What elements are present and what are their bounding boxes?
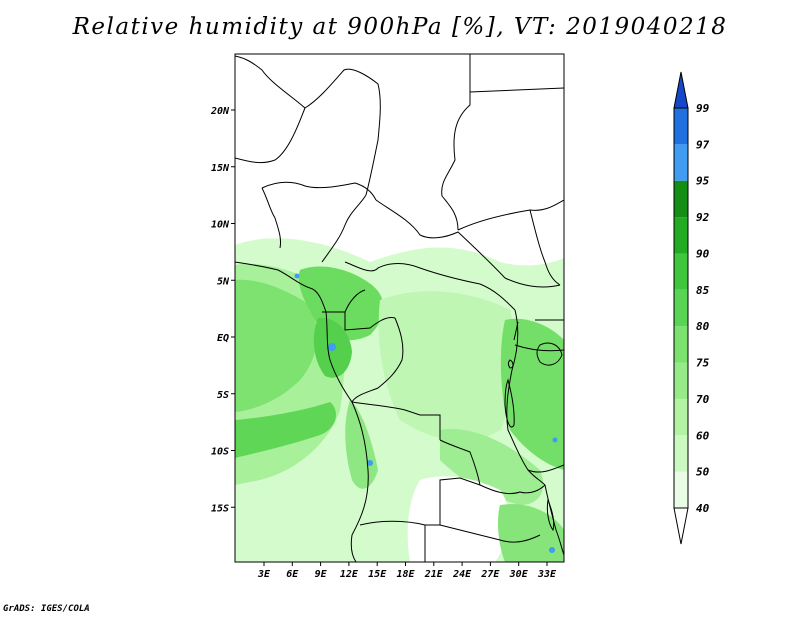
country-border xyxy=(375,199,506,279)
colorbar-min-triangle xyxy=(673,507,689,545)
grads-credit: GrADS: IGES/COLA xyxy=(3,604,90,614)
coastline xyxy=(235,261,369,562)
colorbar-segment xyxy=(674,217,688,254)
country-border xyxy=(344,261,516,311)
latitude-axis: 20N 15N 10N 5N EQ 5S 10S 15S xyxy=(210,106,235,514)
colorbar-segment xyxy=(674,326,688,363)
lake-tanganyika xyxy=(504,378,515,428)
country-border xyxy=(479,484,546,495)
colorbar: 40 50 60 70 75 80 85 90 92 95 97 99 xyxy=(673,71,710,545)
colorbar-segment xyxy=(674,289,688,327)
humidity-spot-high xyxy=(294,273,300,279)
humidity-area-angola xyxy=(345,400,378,489)
humidity-area-atlantic-core xyxy=(235,279,317,412)
colorbar-segment xyxy=(674,435,688,472)
country-border xyxy=(351,317,404,403)
humidity-fields xyxy=(235,238,564,562)
lake-malawi xyxy=(546,498,555,532)
country-border xyxy=(261,181,377,201)
map-frame xyxy=(234,53,565,563)
humidity-area-lakes xyxy=(500,318,564,470)
colorbar-label: 95 xyxy=(696,175,710,188)
lat-label: 10S xyxy=(211,447,229,458)
lon-label: 33E xyxy=(537,569,557,580)
country-border xyxy=(261,187,281,249)
lon-label: 9E xyxy=(315,569,328,580)
colorbar-label: 40 xyxy=(696,502,710,515)
map-title: Relative humidity at 900hPa [%], VT: 201… xyxy=(72,14,728,40)
humidity-spot-high xyxy=(552,437,558,443)
country-border xyxy=(322,311,396,331)
colorbar-label: 90 xyxy=(696,247,710,260)
country-border xyxy=(359,477,481,526)
colorbar-label: 85 xyxy=(696,284,710,297)
colorbar-label: 70 xyxy=(696,393,710,406)
country-border xyxy=(351,401,441,440)
lake-kivu xyxy=(508,359,514,369)
lon-label: 6E xyxy=(286,569,299,580)
lat-label: 5N xyxy=(217,276,230,287)
colorbar-segment xyxy=(674,144,688,181)
country-border xyxy=(439,524,541,543)
colorbar-segment xyxy=(674,108,688,145)
lon-label: 24E xyxy=(452,569,472,580)
humidity-area-zambia xyxy=(440,429,544,505)
colorbar-label: 75 xyxy=(696,357,710,370)
humidity-spot-high xyxy=(549,547,555,553)
colorbar-segment xyxy=(674,180,688,218)
humidity-spot-high xyxy=(367,460,373,466)
country-border xyxy=(235,68,381,196)
lat-label: 10N xyxy=(211,220,230,231)
country-border xyxy=(457,199,564,231)
country-border xyxy=(544,484,564,556)
humidity-area-southeast xyxy=(497,504,564,562)
humidity-area-congo xyxy=(378,291,516,441)
colorbar-max-triangle xyxy=(673,71,689,109)
colorbar-label: 80 xyxy=(696,320,710,333)
country-border xyxy=(439,439,481,486)
lon-label: 18E xyxy=(396,569,415,580)
lat-label: 15S xyxy=(211,503,229,514)
country-border xyxy=(441,54,471,231)
colorbar-segment xyxy=(674,253,688,290)
colorbar-label: 50 xyxy=(696,466,710,479)
lon-label: 3E xyxy=(257,569,271,580)
country-border xyxy=(514,344,564,352)
lat-label: 5S xyxy=(217,390,229,401)
colorbar-label: 60 xyxy=(696,429,710,442)
humidity-area-atlantic-band xyxy=(235,402,336,458)
lon-label: 21E xyxy=(424,569,444,580)
colorbar-segment xyxy=(674,398,688,436)
longitude-axis: 3E 6E 9E 12E 15E 18E 21E 24E 27E 30E 33E xyxy=(257,562,557,580)
lon-label: 27E xyxy=(480,569,500,580)
lake-albert xyxy=(513,321,519,341)
country-border xyxy=(527,464,564,473)
humidity-spot-high xyxy=(328,343,336,351)
lakes xyxy=(504,321,563,532)
country-border xyxy=(506,309,546,486)
colorbar-segment xyxy=(674,362,688,399)
country-border xyxy=(504,277,561,288)
colorbar-label: 99 xyxy=(696,102,710,115)
country-borders xyxy=(235,54,564,562)
country-border xyxy=(344,289,366,313)
lat-label: 20N xyxy=(210,106,230,117)
country-border xyxy=(235,55,306,109)
country-border xyxy=(469,87,564,93)
lon-label: 15E xyxy=(368,569,387,580)
country-border xyxy=(321,194,367,263)
lat-label: EQ xyxy=(217,333,229,344)
lake-victoria xyxy=(536,342,563,366)
colorbar-label: 92 xyxy=(696,211,710,224)
colorbar-segment xyxy=(674,471,688,508)
colorbar-outline xyxy=(673,107,689,509)
colorbar-label: 97 xyxy=(696,138,710,151)
lon-label: 30E xyxy=(509,569,529,580)
humidity-area-dry xyxy=(407,476,510,562)
country-border xyxy=(529,209,561,286)
lon-label: 12E xyxy=(340,569,359,580)
lat-label: 15N xyxy=(211,163,230,174)
